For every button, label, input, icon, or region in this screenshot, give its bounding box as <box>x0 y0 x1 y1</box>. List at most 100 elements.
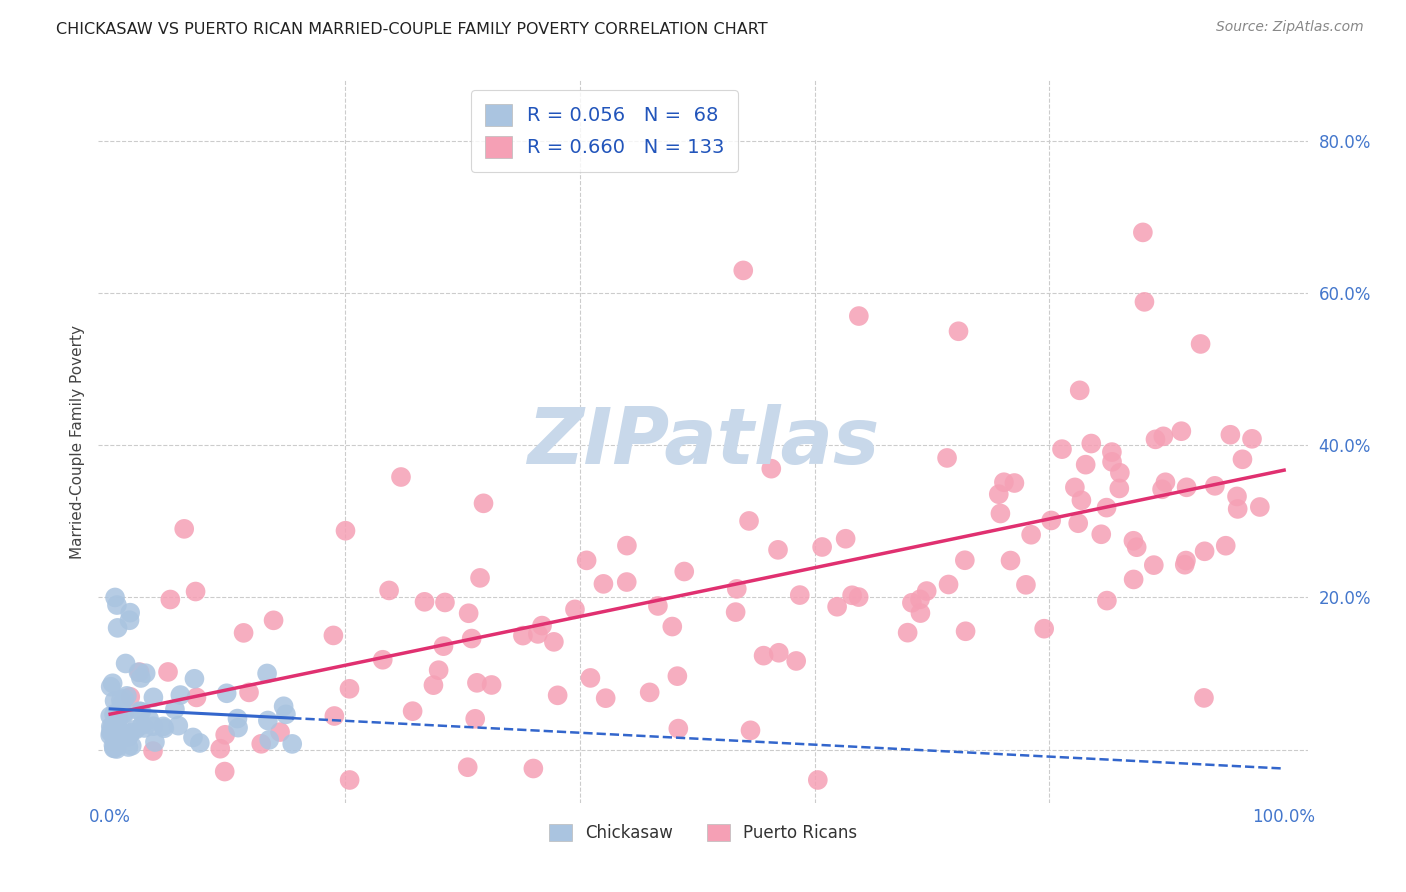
Point <box>105 733 128 747</box>
Point <box>142 690 165 705</box>
Point <box>848 590 870 604</box>
Point <box>1108 482 1130 496</box>
Point <box>901 596 924 610</box>
Point <box>987 487 1010 501</box>
Point <box>101 676 124 690</box>
Point <box>167 718 190 732</box>
Text: CHICKASAW VS PUERTO RICAN MARRIED-COUPLE FAMILY POVERTY CORRELATION CHART: CHICKASAW VS PUERTO RICAN MARRIED-COUPLE… <box>56 22 768 37</box>
Point <box>238 685 260 699</box>
Point <box>1226 490 1249 504</box>
Point <box>724 605 747 619</box>
Point <box>740 723 762 738</box>
Point <box>464 712 486 726</box>
Point <box>910 606 932 620</box>
Point <box>666 669 689 683</box>
Point <box>848 309 870 323</box>
Text: Source: ZipAtlas.com: Source: ZipAtlas.com <box>1216 20 1364 34</box>
Point <box>153 721 176 735</box>
Point <box>938 577 960 591</box>
Point <box>257 732 280 747</box>
Point <box>114 726 136 740</box>
Point <box>666 722 689 736</box>
Point <box>768 646 790 660</box>
Point <box>953 553 976 567</box>
Legend: Chickasaw, Puerto Ricans: Chickasaw, Puerto Ricans <box>541 817 865 848</box>
Point <box>143 735 166 749</box>
Point <box>214 728 236 742</box>
Point <box>1000 553 1022 567</box>
Point <box>378 583 401 598</box>
Point <box>120 606 142 620</box>
Point <box>114 657 136 671</box>
Point <box>124 723 146 737</box>
Point <box>107 731 129 745</box>
Point <box>433 595 456 609</box>
Point <box>110 698 132 712</box>
Point <box>112 706 135 721</box>
Point <box>807 772 830 787</box>
Point <box>105 729 128 743</box>
Point <box>104 731 127 745</box>
Point <box>163 702 186 716</box>
Point <box>401 704 423 718</box>
Point <box>993 475 1015 490</box>
Point <box>371 653 394 667</box>
Point <box>118 613 141 627</box>
Point <box>107 621 129 635</box>
Point <box>226 721 249 735</box>
Point <box>1050 442 1073 457</box>
Point <box>432 639 454 653</box>
Point <box>117 739 139 754</box>
Point <box>184 584 207 599</box>
Point <box>512 629 534 643</box>
Point <box>188 736 211 750</box>
Point <box>256 666 278 681</box>
Point <box>101 725 124 739</box>
Point <box>98 709 121 723</box>
Point <box>100 680 122 694</box>
Point <box>1074 458 1097 472</box>
Point <box>107 711 129 725</box>
Point <box>638 685 661 699</box>
Point <box>115 689 138 703</box>
Point <box>135 666 157 681</box>
Point <box>531 618 554 632</box>
Point <box>157 665 180 679</box>
Point <box>948 324 970 338</box>
Point <box>117 730 139 744</box>
Point <box>661 619 683 633</box>
Point <box>1133 294 1156 309</box>
Point <box>186 690 208 705</box>
Point <box>110 693 132 707</box>
Point <box>128 665 150 680</box>
Point <box>232 626 254 640</box>
Point <box>273 699 295 714</box>
Point <box>389 470 412 484</box>
Point <box>1095 500 1118 515</box>
Point <box>1040 513 1063 527</box>
Point <box>547 689 569 703</box>
Point <box>134 721 156 735</box>
Point <box>1090 527 1112 541</box>
Point <box>472 496 495 510</box>
Point <box>129 671 152 685</box>
Point <box>761 461 783 475</box>
Point <box>1125 540 1147 554</box>
Point <box>1070 493 1092 508</box>
Point <box>103 707 125 722</box>
Point <box>766 542 789 557</box>
Point <box>579 671 602 685</box>
Point <box>752 648 775 663</box>
Point <box>1219 427 1241 442</box>
Point <box>120 725 142 739</box>
Point <box>181 731 204 745</box>
Point <box>1101 455 1123 469</box>
Point <box>897 625 920 640</box>
Point <box>173 522 195 536</box>
Point <box>1154 475 1177 490</box>
Point <box>673 565 696 579</box>
Point <box>339 681 361 696</box>
Point <box>128 704 150 718</box>
Point <box>1232 452 1254 467</box>
Point <box>481 678 503 692</box>
